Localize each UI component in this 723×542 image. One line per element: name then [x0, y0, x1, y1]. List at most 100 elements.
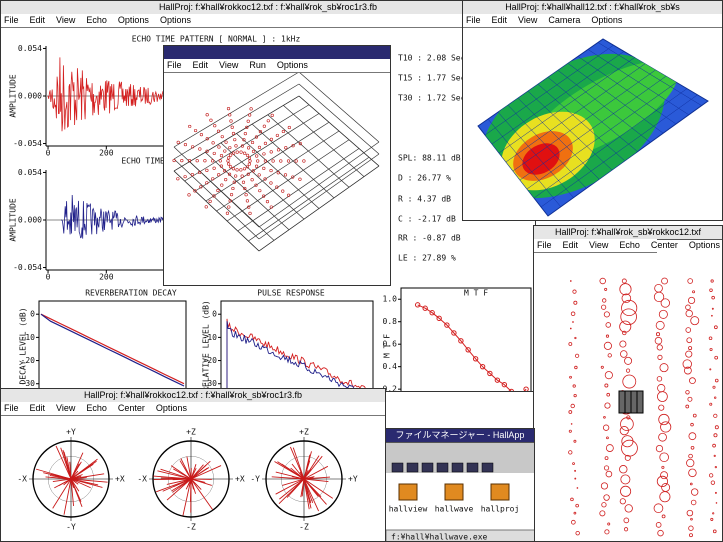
app-icon[interactable] — [398, 483, 418, 501]
polar-ray — [190, 478, 197, 494]
echo-bubble — [709, 288, 713, 292]
app-icon[interactable] — [444, 483, 464, 501]
echo-bubble — [569, 327, 572, 330]
menu-item[interactable]: View — [56, 403, 76, 413]
echo-bubble — [569, 375, 572, 379]
polar-ray — [69, 461, 72, 480]
ray-dot — [255, 154, 259, 158]
window-title: HallProj: f:¥hall¥rok_sb¥rokkoc12.txf — [554, 227, 702, 237]
echo-bubble — [603, 465, 610, 471]
menu-item[interactable]: Camera — [548, 15, 581, 25]
echo-bubble — [654, 336, 663, 345]
ray-dot — [258, 189, 262, 193]
menu-item[interactable]: Run — [249, 60, 266, 70]
menu-item[interactable]: File — [167, 60, 182, 70]
echo-bubble — [685, 304, 691, 311]
echo-bubble — [688, 432, 697, 441]
ray-dot — [195, 159, 199, 163]
title-bar: HallProj: f:¥hall¥rok_sb¥rokkoc12.txf — [534, 226, 722, 240]
menu-item[interactable]: Edit — [29, 15, 46, 25]
menu-item[interactable]: Edit — [29, 403, 46, 413]
echo-bubble — [601, 304, 607, 310]
slab-grid — [540, 94, 698, 208]
y-tick-label: 1.0 — [383, 295, 398, 304]
menu-item[interactable]: Options — [155, 403, 187, 413]
echo-bubble — [625, 368, 631, 373]
ray-dot — [176, 177, 180, 181]
waveform — [47, 57, 169, 132]
y-tick-label: 0 — [212, 310, 217, 319]
echo-bubble — [568, 410, 573, 414]
window-content — [534, 239, 722, 538]
menu-item[interactable]: Options — [159, 15, 191, 25]
echo-bubble — [573, 393, 577, 398]
echo-bubble — [660, 421, 672, 433]
menu-item[interactable]: View — [56, 15, 76, 25]
echo-bubble — [714, 425, 719, 430]
mtf-line — [417, 304, 527, 391]
plot-frame — [38, 300, 187, 391]
mtf-point — [451, 330, 457, 336]
app-icon[interactable] — [490, 483, 510, 501]
title-bar: HallProj: f:¥hall¥hall12.txf : f:¥hall¥r… — [463, 1, 722, 15]
menu-item[interactable]: Center — [650, 240, 678, 250]
y-tick-label: -10 — [203, 333, 218, 342]
polar-ray — [271, 476, 305, 480]
menu-item[interactable]: Options — [591, 15, 623, 25]
wireframe-edge — [173, 158, 260, 240]
echo-bubble — [682, 359, 692, 369]
echo-bubble — [714, 355, 719, 360]
menu-item[interactable]: Echo — [86, 403, 107, 413]
ray-dot — [254, 164, 259, 168]
y-tick-label: 0.054 — [18, 44, 42, 53]
menu-item[interactable]: Options — [276, 60, 308, 70]
ray-dot — [262, 152, 266, 156]
ray-dot — [247, 156, 251, 160]
menu-item[interactable]: File — [4, 15, 19, 25]
menu-item[interactable]: Edit — [491, 15, 508, 25]
mtf-point — [458, 338, 464, 344]
menu-item[interactable]: File — [466, 15, 481, 25]
echo-bubble — [575, 503, 579, 508]
slab-grid — [478, 39, 604, 127]
echo-bubble — [574, 353, 580, 358]
plot-frame — [400, 287, 532, 391]
menu-item[interactable]: File — [537, 240, 552, 250]
polar-ray — [275, 471, 305, 480]
echo-bubble — [603, 494, 610, 501]
echo-bubble — [658, 432, 667, 442]
ray-dot — [223, 149, 227, 153]
ray-dot — [226, 159, 230, 163]
ray-dot — [294, 159, 298, 163]
menu-item[interactable]: Center — [117, 403, 145, 413]
ray-dot — [250, 178, 254, 182]
menu-item[interactable]: Options — [688, 240, 720, 250]
menu-item[interactable]: Echo — [619, 240, 640, 250]
mtf-point — [414, 302, 421, 308]
x-tick-label: 200 — [99, 273, 114, 282]
ray-dot — [245, 199, 250, 203]
menu-item[interactable]: Echo — [86, 15, 107, 25]
echo-bubble — [656, 376, 663, 382]
y-tick-label: -30 — [203, 379, 218, 388]
echo-bubble — [687, 296, 696, 305]
ray-dot — [224, 140, 228, 144]
menu-item[interactable]: View — [518, 15, 538, 25]
menu-item[interactable]: Edit — [562, 240, 579, 250]
menu-item[interactable]: Options — [117, 15, 149, 25]
echo-bubble — [569, 280, 572, 282]
polar-ray — [275, 478, 305, 495]
echo-bubble — [619, 498, 626, 505]
menu-item[interactable]: View — [589, 240, 609, 250]
window-title: HallProj: f:¥hall¥rokkoc12.txf : f:¥hall… — [83, 390, 303, 400]
tool-button — [421, 462, 434, 473]
ray-dot — [254, 183, 258, 187]
menu-item[interactable]: View — [219, 60, 239, 70]
ray-dot — [231, 131, 236, 136]
echo-bubble — [689, 377, 696, 385]
echo-bubble — [709, 347, 713, 352]
menu-item[interactable]: Edit — [192, 60, 209, 70]
polar-label: +X — [235, 475, 245, 484]
ray-dot — [302, 159, 306, 163]
menu-item[interactable]: File — [4, 403, 19, 413]
